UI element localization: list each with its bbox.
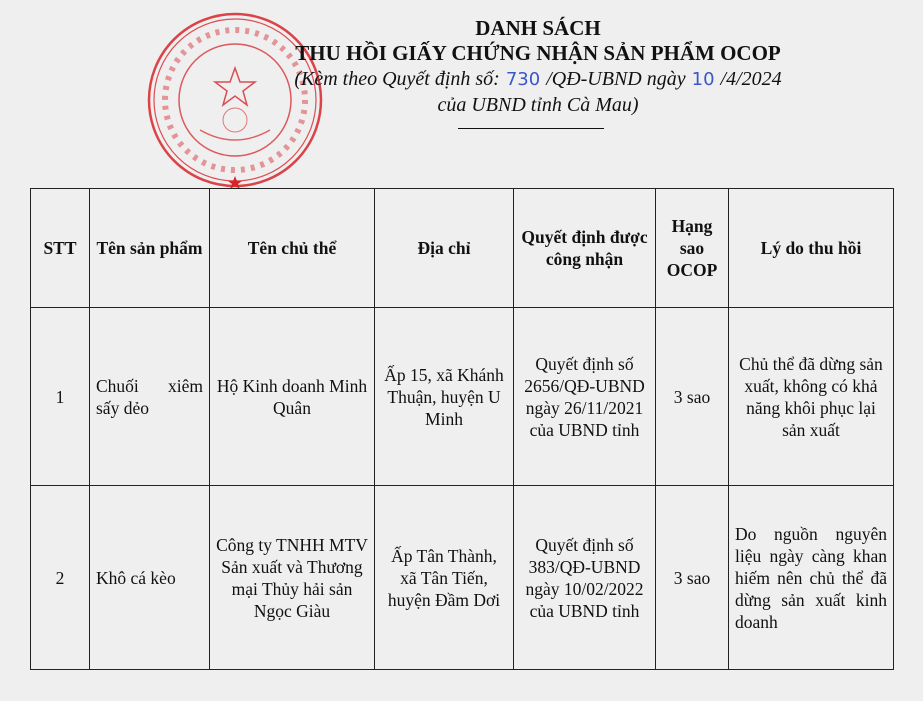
decision-number: 730 (505, 69, 541, 90)
cell-product: Khô cá kèo (89, 485, 210, 670)
col-owner: Tên chủ thể (209, 188, 375, 308)
cell-decision: Quyết định số 383/QĐ-UBND ngày 10/02/202… (513, 485, 656, 670)
col-decision: Quyết định được công nhận (513, 188, 656, 308)
official-seal (147, 12, 323, 189)
col-address: Địa chỉ (374, 188, 514, 308)
attach-middle: /QĐ-UBND ngày (546, 68, 686, 90)
cell-product: Chuối xiêm sấy dẻo (89, 307, 210, 486)
col-rank: Hạng sao OCOP (655, 188, 729, 308)
cell-reason: Do nguồn nguyên liệu ngày càng khan hiếm… (728, 485, 894, 670)
cell-owner: Hộ Kinh doanh Minh Quân (209, 307, 375, 486)
cell-decision: Quyết định số 2656/QĐ-UBND ngày 26/11/20… (513, 307, 656, 486)
table-header-row: STT Tên sản phẩm Tên chủ thể Địa chỉ Quy… (30, 188, 894, 308)
cell-rank: 3 sao (655, 307, 729, 486)
attachment-line: (Kèm theo Quyết định số: 730/QĐ-UBND ngày… (228, 68, 848, 91)
attach-suffix: /4/2024 (720, 68, 782, 90)
cell-owner: Công ty TNHH MTV Sản xuất và Thương mại … (209, 485, 375, 670)
cell-reason: Chủ thể đã dừng sản xuất, không có khả n… (728, 307, 894, 486)
cell-stt: 2 (30, 485, 90, 670)
table-row: 1 Chuối xiêm sấy dẻo Hộ Kinh doanh Minh … (30, 307, 894, 486)
col-stt: STT (30, 188, 90, 308)
issuer-line: của UBND tỉnh Cà Mau) (437, 94, 639, 116)
cell-rank: 3 sao (655, 485, 729, 670)
decision-day: 10 (691, 69, 715, 90)
document-title: DANH SÁCH (475, 16, 601, 40)
cell-address: Ấp Tân Thành, xã Tân Tiến, huyện Đầm Dơi (374, 485, 514, 670)
table-row: 2 Khô cá kèo Công ty TNHH MTV Sản xuất v… (30, 485, 894, 670)
cell-address: Ấp 15, xã Khánh Thuận, huyện U Minh (374, 307, 514, 486)
divider (458, 128, 604, 129)
document-subtitle: THU HỒI GIẤY CHỨNG NHẬN SẢN PHẨM OCOP (295, 41, 781, 65)
attach-prefix: (Kèm theo Quyết định số: (294, 68, 500, 90)
revocation-table: STT Tên sản phẩm Tên chủ thể Địa chỉ Quy… (30, 188, 894, 670)
col-reason: Lý do thu hồi (728, 188, 894, 308)
col-product: Tên sản phẩm (89, 188, 210, 308)
cell-stt: 1 (30, 307, 90, 486)
